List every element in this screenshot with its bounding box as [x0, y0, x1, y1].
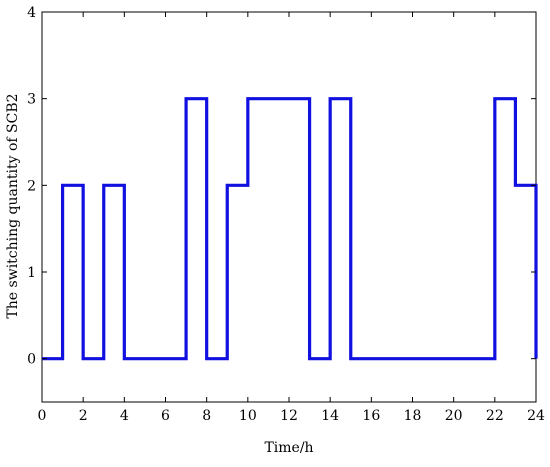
y-tick-label: 3: [27, 92, 36, 108]
x-tick-label: 10: [239, 408, 257, 424]
series-layer: [42, 99, 536, 359]
x-tick-label: 12: [280, 408, 298, 424]
y-tick-label: 4: [27, 5, 36, 21]
x-tick-label: 18: [404, 408, 422, 424]
y-axis-title: The switching quantity of SCB2: [5, 93, 21, 318]
series-line: [42, 99, 536, 359]
x-tick-label: 6: [161, 408, 170, 424]
x-axis-title: Time/h: [264, 440, 313, 456]
x-tick-label: 4: [120, 408, 129, 424]
x-tick-label: 14: [321, 408, 339, 424]
x-tick-label: 0: [38, 408, 47, 424]
y-tick-label: 2: [27, 178, 36, 194]
plot-frame: [42, 12, 536, 402]
y-tick-label: 0: [27, 352, 36, 368]
y-tick-label: 1: [27, 265, 36, 281]
x-tick-label: 20: [445, 408, 463, 424]
plot-area: [42, 12, 536, 402]
x-tick-label: 16: [362, 408, 380, 424]
x-tick-label: 8: [202, 408, 211, 424]
x-tick-label: 2: [79, 408, 88, 424]
x-tick-label: 24: [527, 408, 545, 424]
x-tick-label: 22: [486, 408, 504, 424]
